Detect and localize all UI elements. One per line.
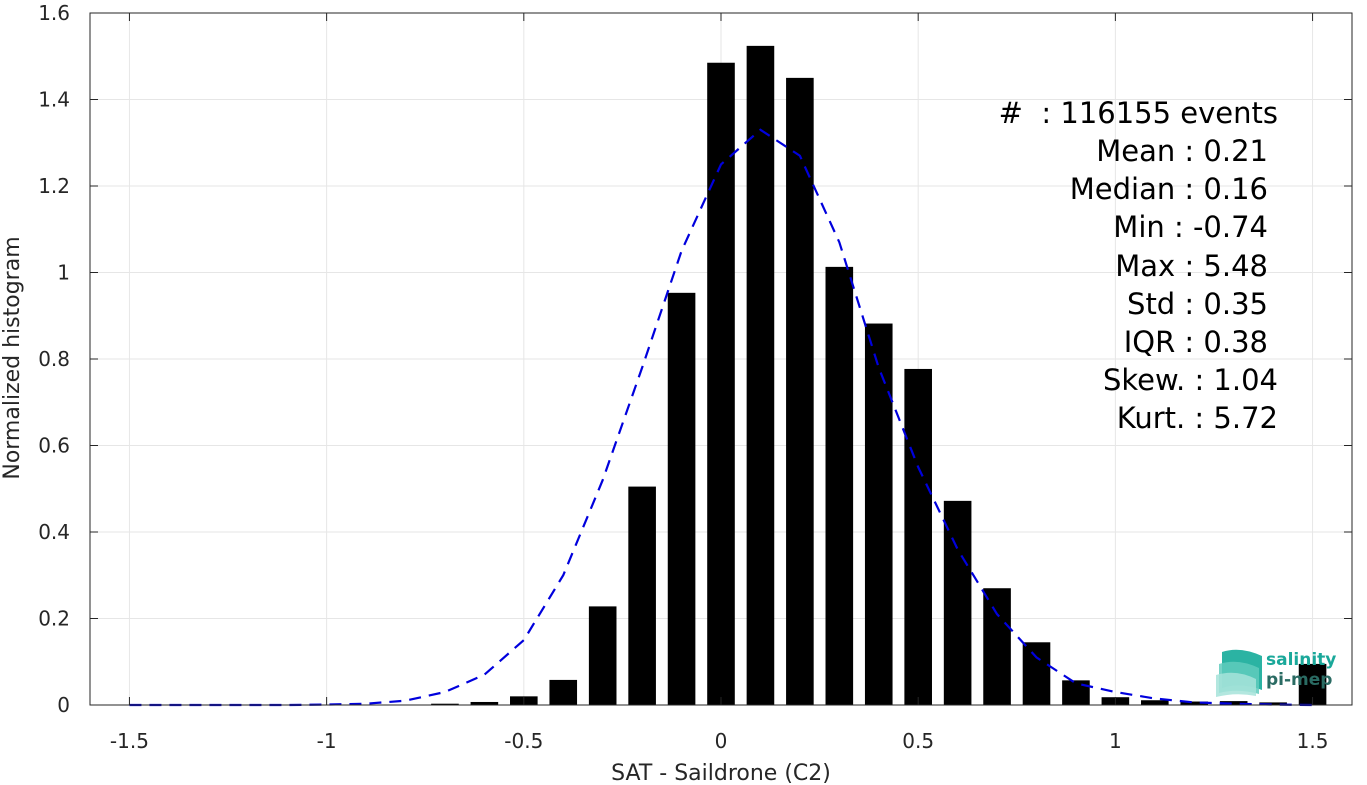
stat-std: Std : 0.35 [1127,287,1268,321]
stat-max: Max : 5.48 [1115,249,1268,283]
histogram-bar [470,701,499,705]
y-tick-label: 1.4 [38,88,70,112]
x-tick-label: -1 [317,729,337,753]
x-axis-label: SAT - Saildrone (C2) [611,761,831,785]
stat-mean: Mean : 0.21 [1096,134,1268,168]
y-tick-label: 1 [57,261,70,285]
x-tick-labels: -1.5 -1 -0.5 0 0.5 1 1.5 [110,729,1329,753]
stats-annotation: # : 116155 events Mean : 0.21 Median : 0… [999,96,1278,435]
histogram-bar [1219,701,1248,705]
histogram-bar [431,703,459,705]
histogram-bar [746,45,775,706]
x-tick-label: -0.5 [504,729,543,753]
stat-iqr: IQR : 0.38 [1124,325,1268,359]
histogram-bar [549,679,578,705]
stat-events: # : 116155 events [999,96,1278,130]
stat-kurt: Kurt. : 5.72 [1117,401,1278,435]
histogram-bar [707,62,735,706]
histogram-bar [1022,642,1051,705]
histogram-bar [864,323,893,705]
y-tick-labels: 0 0.2 0.4 0.6 0.8 1 1.2 1.4 1.6 [38,1,70,717]
logo-text-pi-mep: pi-mep [1266,670,1332,690]
histogram-bar [1141,700,1169,705]
y-axis-label: Normalized histogram [0,236,25,479]
histogram-bar [1180,701,1209,705]
y-tick-label: 0.6 [38,434,70,458]
x-tick-label: 0 [715,729,728,753]
fit-curve-line [129,128,1313,707]
fit-curve [129,128,1313,707]
y-tick-label: 1.2 [38,174,70,198]
bars [431,45,1327,706]
logo-wave-icon [1216,649,1262,697]
y-tick-label: 0.4 [38,520,70,544]
histogram-bar [1259,702,1287,705]
x-tick-label: -1.5 [110,729,149,753]
x-tick-label: 1.5 [1297,729,1329,753]
histogram-bar [904,368,932,705]
y-tick-label: 1.6 [38,1,70,25]
histogram-bar [628,486,656,705]
stat-min: Min : -0.74 [1113,210,1268,244]
histogram-bar [983,588,1011,705]
histogram-bar [825,266,854,705]
y-tick-label: 0.8 [38,347,70,371]
histogram-bar [588,606,617,705]
histogram-bar [1062,680,1090,705]
x-tick-label: 0.5 [902,729,934,753]
histogram-bar [943,500,972,705]
y-tick-label: 0 [57,693,70,717]
logo-text-salinity: salinity [1266,650,1336,670]
histogram-bar [786,77,814,705]
y-tick-label: 0.2 [38,607,70,631]
histogram-bar [667,292,696,705]
x-tick-label: 1 [1109,729,1122,753]
ticks [90,12,1352,706]
stat-median: Median : 0.16 [1070,172,1268,206]
salinity-pi-mep-logo: salinity pi-mep [1216,649,1336,697]
stat-skew: Skew. : 1.04 [1103,363,1278,397]
